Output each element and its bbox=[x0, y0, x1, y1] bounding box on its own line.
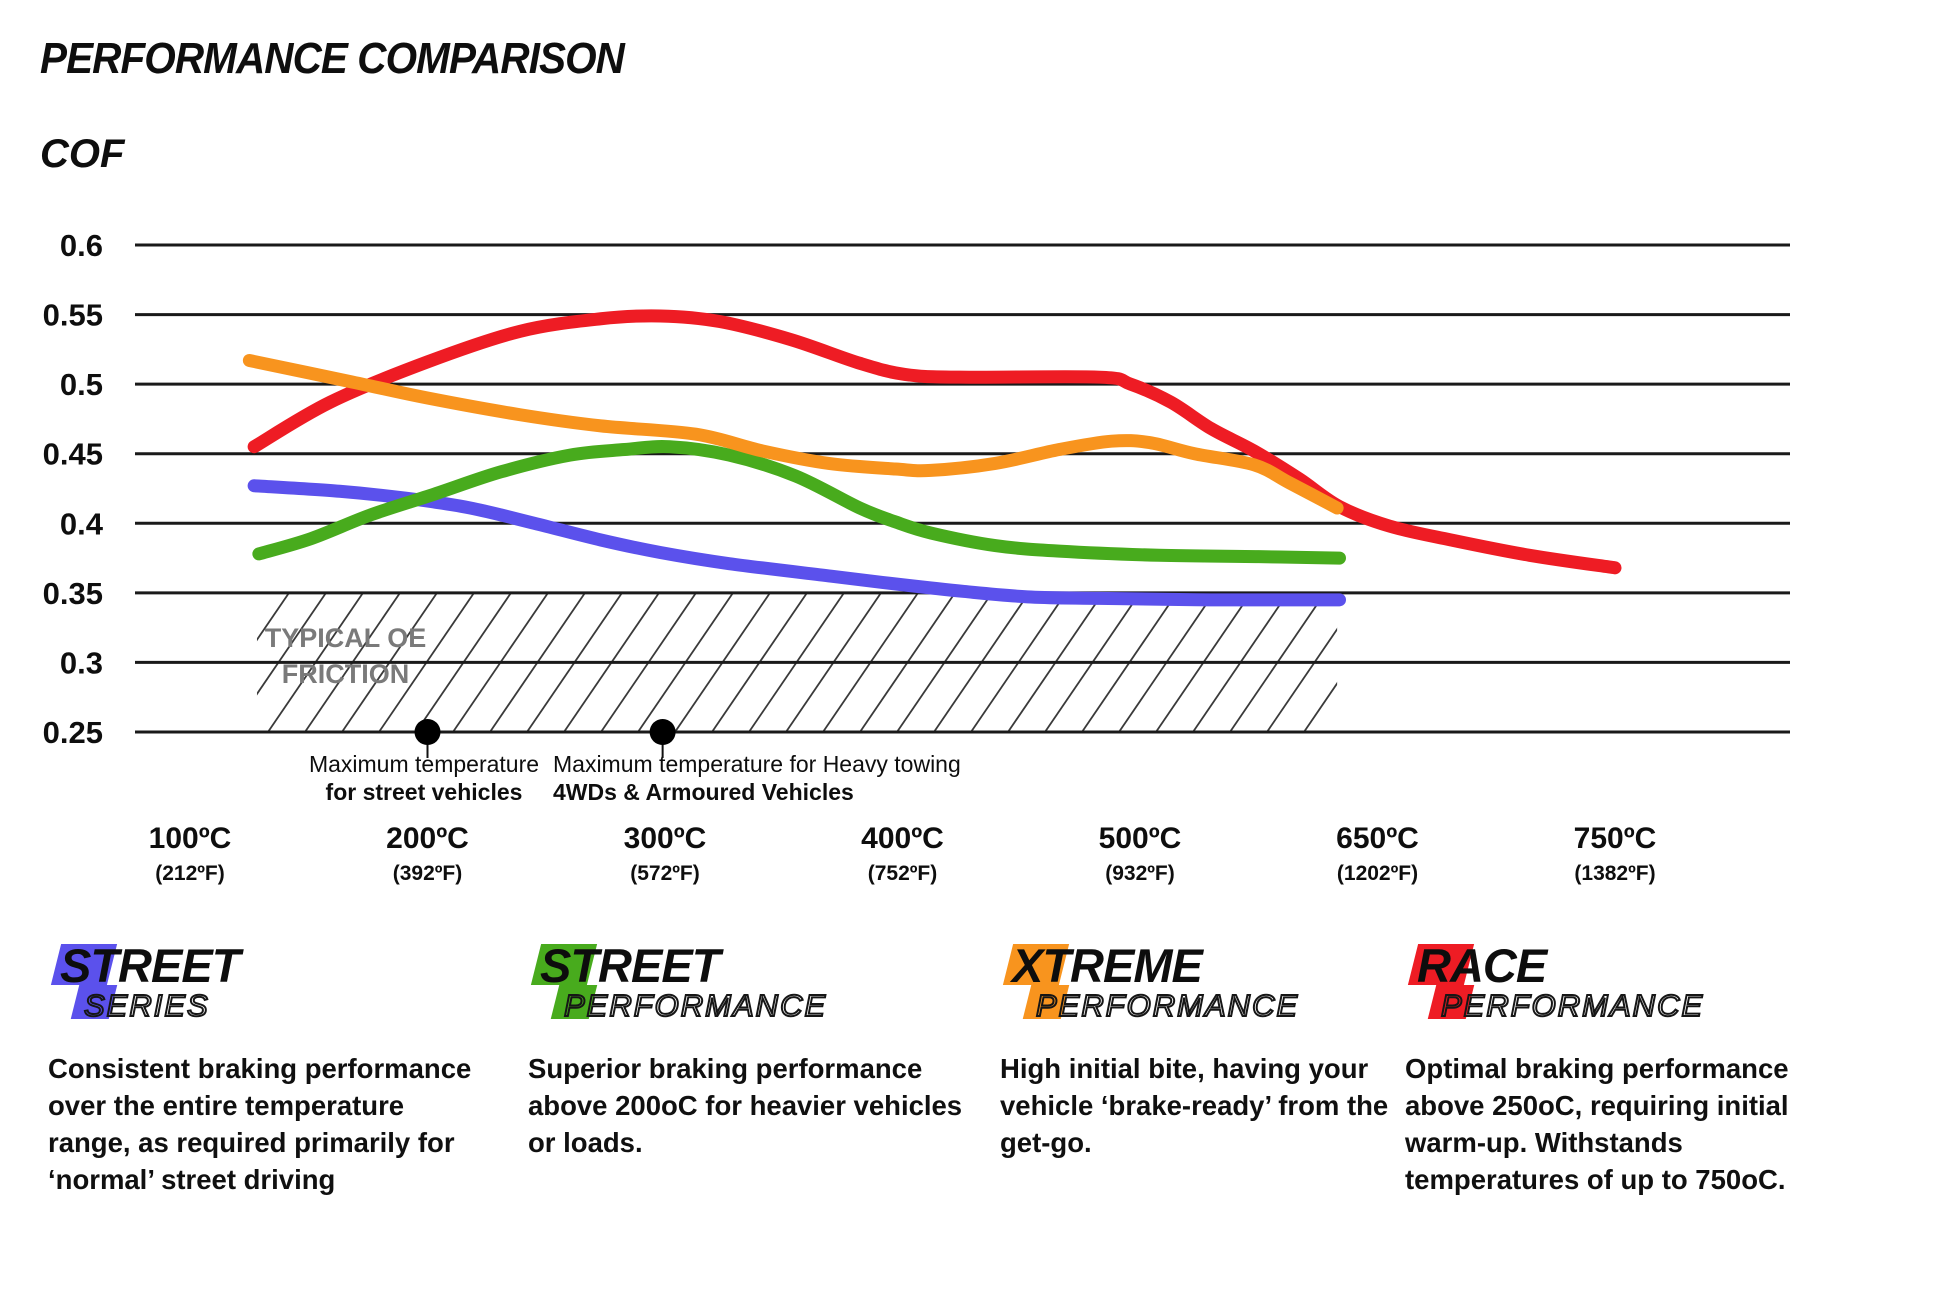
xtreme-performance-logo: XTREME PERFORMANCE bbox=[1000, 939, 1392, 1028]
y-axis-title: COF bbox=[40, 132, 125, 176]
page-title: PERFORMANCE COMPARISON bbox=[40, 34, 625, 83]
legend-item-race-performance: RACE PERFORMANCE Optimal braking perform… bbox=[1405, 939, 1857, 1198]
logo-word1: STREET bbox=[60, 939, 240, 992]
typical-oe-friction-label: TYPICAL OE FRICTION bbox=[258, 620, 433, 692]
x-tick-label-fahrenheit: (1202ºF) bbox=[1337, 862, 1418, 885]
logo-word1: STREET bbox=[540, 939, 720, 992]
legend-item-street-performance: STREET PERFORMANCE Superior braking perf… bbox=[528, 939, 990, 1161]
oe-label-line1: TYPICAL OE bbox=[264, 623, 427, 653]
legend-item-xtreme-performance: XTREME PERFORMANCE High initial bite, ha… bbox=[1000, 939, 1392, 1161]
street-series-logo: STREET SERIES bbox=[48, 939, 493, 1028]
max-temperature-marker-dot bbox=[649, 719, 676, 745]
annotation-heavy-towing-max-temp: Maximum temperature for Heavy towing 4WD… bbox=[553, 750, 961, 806]
y-tick-label: 0.55 bbox=[43, 298, 103, 333]
curve-xtreme-performance bbox=[242, 353, 1344, 515]
x-tick-label-fahrenheit: (212ºF) bbox=[155, 862, 225, 885]
legend-description: Optimal braking performance above 250oC,… bbox=[1405, 1053, 1789, 1195]
y-tick-label: 0.5 bbox=[60, 367, 103, 402]
x-tick-label-fahrenheit: (1382ºF) bbox=[1574, 862, 1655, 885]
x-tick-label-fahrenheit: (932ºF) bbox=[1105, 862, 1175, 885]
y-tick-label: 0.3 bbox=[60, 645, 103, 680]
x-tick-label-celsius: 100ºC bbox=[149, 822, 232, 855]
logo-word2: PERFORMANCE bbox=[563, 987, 828, 1024]
x-tick-label-fahrenheit: (572ºF) bbox=[630, 862, 700, 885]
logo-word2: SERIES bbox=[83, 987, 210, 1024]
x-tick-label-celsius: 500ºC bbox=[1099, 822, 1182, 855]
logo-word2: PERFORMANCE bbox=[1440, 987, 1705, 1024]
annotation-street-max-temp: Maximum temperature for street vehicles bbox=[309, 750, 539, 806]
annotation-line1: Maximum temperature bbox=[308, 751, 540, 777]
annotation-line1: Maximum temperature for Heavy towing bbox=[553, 751, 961, 777]
race-performance-logo: RACE PERFORMANCE bbox=[1405, 939, 1857, 1028]
max-temperature-marker-dot bbox=[414, 719, 441, 745]
x-tick-label-fahrenheit: (752ºF) bbox=[868, 862, 938, 885]
x-tick-label-celsius: 200ºC bbox=[386, 822, 469, 855]
logo-word1: RACE bbox=[1417, 939, 1547, 992]
oe-label-line2: FRICTION bbox=[281, 659, 410, 689]
y-tick-label: 0.35 bbox=[43, 576, 103, 611]
legend-description: Consistent braking performance over the … bbox=[48, 1053, 472, 1195]
legend-description: High initial bite, having your vehicle ‘… bbox=[1000, 1053, 1389, 1158]
logo-word2: PERFORMANCE bbox=[1035, 987, 1300, 1024]
curve-street-performance bbox=[252, 440, 1346, 565]
y-tick-label: 0.6 bbox=[60, 228, 103, 263]
y-tick-label: 0.25 bbox=[43, 715, 103, 750]
y-tick-label: 0.45 bbox=[43, 437, 103, 472]
x-tick-label-celsius: 750ºC bbox=[1574, 822, 1657, 855]
curve-race-performance bbox=[247, 309, 1622, 575]
x-tick-label-celsius: 650ºC bbox=[1336, 822, 1419, 855]
annotation-line2: 4WDs & Armoured Vehicles bbox=[553, 779, 854, 805]
y-tick-label: 0.4 bbox=[60, 506, 104, 541]
x-tick-label-fahrenheit: (392ºF) bbox=[393, 862, 463, 885]
legend-description: Superior braking performance above 200oC… bbox=[528, 1053, 963, 1158]
annotation-line2: for street vehicles bbox=[325, 779, 523, 805]
legend-item-street-series: STREET SERIES Consistent braking perform… bbox=[48, 939, 493, 1198]
x-tick-label-celsius: 300ºC bbox=[624, 822, 707, 855]
x-tick-label-celsius: 400ºC bbox=[861, 822, 944, 855]
street-performance-logo: STREET PERFORMANCE bbox=[528, 939, 990, 1028]
logo-word1: XTREME bbox=[1012, 939, 1203, 992]
